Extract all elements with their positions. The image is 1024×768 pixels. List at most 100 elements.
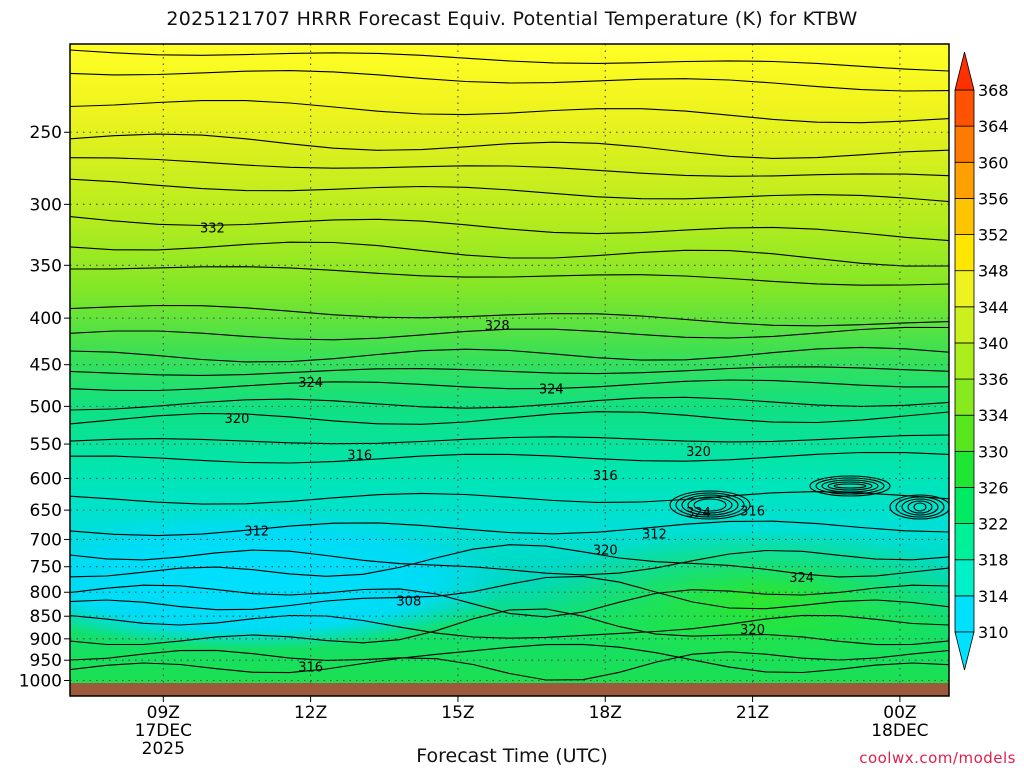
colorbar-max-arrow — [954, 51, 975, 91]
colorbar-label: 340 — [978, 334, 1009, 353]
contour-label: 324 — [789, 571, 814, 586]
contour-line — [70, 584, 949, 618]
colorbar-segment — [954, 197, 975, 235]
contour-line — [70, 366, 949, 376]
y-tick-label: 300 — [30, 195, 62, 215]
colorbar-label: 326 — [978, 478, 1009, 497]
contour-line — [70, 544, 949, 578]
x-tick-label: 09Z — [147, 703, 180, 723]
x-tick-label: 18Z — [589, 703, 622, 723]
colorbar-segment — [954, 378, 975, 416]
contour-cluster — [833, 483, 867, 489]
x-tick-sublabel: 18DEC — [871, 721, 928, 741]
contour-line — [70, 608, 949, 646]
colorbar-label: 352 — [978, 226, 1009, 245]
colorbar-label: 310 — [978, 623, 1009, 642]
contour-line — [70, 434, 949, 445]
contour-line — [70, 304, 949, 327]
x-tick-label: 15Z — [441, 703, 474, 723]
contour-cluster — [693, 498, 727, 512]
contour-cluster — [907, 500, 933, 514]
contour-line — [70, 491, 949, 505]
contour-label-text: 312 — [642, 528, 667, 543]
colorbar-label: 314 — [978, 587, 1009, 606]
contour-label: 316 — [593, 469, 618, 484]
colorbar-label: 356 — [978, 189, 1009, 208]
contour-line — [70, 411, 949, 425]
y-tick-label: 550 — [30, 435, 62, 455]
x-tick-sublabel: 17DEC — [135, 721, 192, 741]
y-tick-label: 700 — [30, 530, 62, 550]
y-tick-label: 800 — [30, 583, 62, 603]
colorbar-segment — [954, 234, 975, 272]
contour-label-text: 316 — [347, 449, 372, 464]
contour-label: 308 — [396, 595, 421, 610]
x-tick-sublabel: 2025 — [142, 739, 185, 759]
contour-cluster — [889, 494, 949, 520]
contour-label-text: 316 — [593, 469, 618, 484]
colorbar-min-arrow — [954, 631, 975, 671]
contour-label: 320 — [593, 543, 618, 558]
contour-label-text: 332 — [200, 221, 225, 236]
contour-line — [70, 379, 949, 392]
ground-band — [70, 683, 949, 696]
contour-line — [70, 549, 949, 576]
contour-cluster — [681, 494, 739, 516]
colorbar-segment — [954, 342, 975, 380]
colorbar-segment — [954, 306, 975, 344]
y-tick-label: 950 — [30, 651, 62, 671]
contour-line — [70, 396, 949, 411]
x-tick-label: 12Z — [294, 703, 327, 723]
contour-line — [70, 520, 949, 537]
contour-line — [70, 346, 949, 363]
contour-line — [70, 70, 949, 92]
colorbar-segment — [954, 559, 975, 597]
y-tick-label: 400 — [30, 309, 62, 329]
x-tick-label: 00Z — [883, 703, 916, 723]
contour-label-text: 324 — [686, 506, 711, 521]
colorbar-segment — [954, 595, 975, 633]
y-tick-label: 250 — [30, 123, 62, 143]
colorbar-segment — [954, 450, 975, 488]
contour-line — [70, 241, 949, 267]
colorbar-label: 368 — [978, 81, 1009, 100]
contour-lines — [70, 49, 949, 681]
x-tick-label: 21Z — [736, 703, 769, 723]
contour-label: 320 — [225, 412, 250, 427]
contour-label-text: 320 — [593, 543, 618, 558]
contour-line — [70, 216, 949, 242]
contour-cluster — [675, 492, 745, 518]
contour-line — [70, 326, 949, 341]
contour-line — [70, 643, 949, 674]
contour-label: 332 — [200, 221, 225, 236]
contour-label-text: 316 — [740, 505, 765, 520]
y-tick-label: 650 — [30, 501, 62, 521]
contour-cluster — [669, 490, 751, 520]
contour-label: 320 — [740, 623, 765, 638]
contour-label-text: 320 — [740, 623, 765, 638]
contour-label: 316 — [347, 449, 372, 464]
contour-label: 324 — [539, 383, 564, 398]
colorbar: 310 314 318 322 326 330 334 336 340 344 348 352 356 3… — [954, 51, 1009, 671]
chart-title: 2025121707 HRRR Forecast Equiv. Potentia… — [166, 8, 858, 30]
y-tick-label: 500 — [30, 397, 62, 417]
colorbar-label: 334 — [978, 406, 1009, 425]
contour-cluster — [821, 479, 879, 493]
contour-line — [70, 178, 949, 203]
plot-frame — [69, 43, 950, 697]
colorbar-label: 318 — [978, 551, 1009, 570]
x-axis-label: Forecast Time (UTC) — [416, 745, 608, 767]
y-tick-label: 900 — [30, 630, 62, 650]
contour-label: 324 — [686, 506, 711, 521]
contour-label-text: 320 — [225, 412, 250, 427]
grid-lines — [70, 44, 949, 696]
colorbar-segment — [954, 161, 975, 199]
contour-cluster — [913, 502, 927, 512]
credit-text: coolwx.com/models — [859, 749, 1016, 767]
y-axis: 250 300 350 400 450 500 550 600 650 700 750 800 850 9… — [19, 123, 70, 691]
cold-pool-region — [70, 510, 510, 650]
y-tick-label: 450 — [30, 356, 62, 376]
contour-label-text: 328 — [485, 319, 510, 334]
contour-label: 324 — [298, 376, 323, 391]
